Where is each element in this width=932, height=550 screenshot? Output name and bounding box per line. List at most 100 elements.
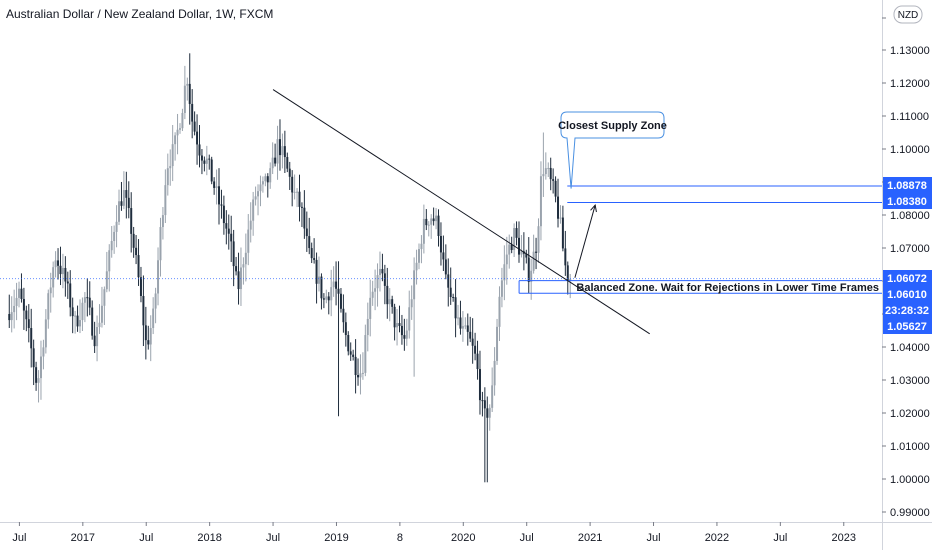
currency-badge[interactable]: NZD — [893, 5, 923, 24]
time-axis[interactable]: Jul 2017 Jul 2018 Jul 2019 8 2020 Jul 2021 Jul 2022… — [12, 522, 856, 544]
y-tick-label: 1.08000 — [890, 210, 930, 222]
candle — [22, 287, 25, 330]
candle-body — [81, 302, 84, 321]
candle-body — [52, 267, 55, 288]
projection-arrow[interactable] — [574, 204, 596, 278]
candle — [325, 289, 328, 304]
candle-body — [98, 322, 101, 328]
candle-body — [549, 167, 552, 180]
candle-body — [137, 255, 140, 278]
candle — [442, 235, 445, 272]
candle — [208, 154, 211, 170]
candle — [305, 211, 308, 252]
candle — [464, 317, 467, 330]
candle-body — [259, 184, 262, 192]
candle — [30, 308, 33, 368]
chart-title: Australian Dollar / New Zealand Dollar, … — [6, 7, 273, 21]
trendline[interactable] — [272, 89, 650, 335]
candle — [383, 264, 386, 305]
candle-body — [213, 181, 216, 188]
price-tag[interactable]: 1.06010 — [883, 286, 932, 302]
candles-layer — [8, 53, 572, 483]
candle-body — [59, 265, 62, 275]
price-axis[interactable]: 1.130001.120001.110001.100001.090001.080… — [882, 17, 930, 519]
projection-arrowhead — [590, 203, 597, 213]
candle-body — [427, 224, 430, 226]
candle-body — [444, 259, 447, 275]
candle — [157, 247, 160, 306]
x-tick-label: Jul — [139, 532, 153, 544]
candle — [127, 181, 130, 219]
candle-body — [166, 168, 169, 186]
candle — [130, 192, 133, 253]
price-tag[interactable]: 23:28:32 — [883, 302, 932, 318]
candle — [135, 235, 138, 265]
candle — [313, 238, 316, 264]
candle-body — [296, 191, 299, 193]
candle — [198, 125, 201, 168]
candle — [49, 272, 52, 313]
candle — [361, 352, 364, 380]
candle-body — [76, 315, 79, 327]
candle — [425, 209, 428, 231]
x-tick-label: Jul — [646, 532, 660, 544]
candle-body — [300, 206, 303, 208]
candle — [554, 176, 557, 203]
candle-body — [544, 168, 547, 175]
candle — [171, 125, 174, 182]
candle-body — [539, 176, 542, 227]
candle-body — [552, 179, 555, 181]
candle-body — [154, 293, 157, 309]
candle-body — [359, 373, 362, 378]
candle-body — [208, 158, 211, 160]
candle — [183, 65, 186, 120]
candle-body — [171, 144, 174, 167]
price-tag[interactable]: 1.08878 — [883, 177, 932, 193]
price-tag[interactable]: 1.08380 — [883, 193, 932, 209]
candle — [364, 324, 367, 377]
candle-body — [249, 220, 252, 230]
candle-body — [327, 296, 330, 301]
candle — [452, 293, 455, 302]
x-tick-label: 2023 — [832, 532, 856, 544]
candle — [403, 318, 406, 351]
candle-body — [230, 233, 233, 242]
candle-body — [49, 287, 52, 294]
candle-body — [525, 253, 528, 258]
candle-body — [369, 297, 372, 319]
candle-body — [398, 323, 401, 326]
candle — [547, 162, 550, 177]
candle-body — [439, 235, 442, 253]
candle — [61, 253, 64, 289]
candle-body — [44, 319, 47, 348]
supply-zone-callout[interactable]: Closest Supply Zone — [558, 111, 667, 189]
x-tick-label: 2018 — [197, 532, 221, 544]
candle — [27, 304, 30, 343]
candle-body — [447, 274, 450, 288]
candle-body — [405, 330, 408, 339]
candle — [439, 222, 442, 266]
candle-body — [18, 288, 21, 298]
candle-body — [164, 185, 167, 216]
price-tag-box — [883, 270, 932, 286]
price-tag[interactable]: 1.06072 — [883, 270, 932, 286]
candle-body — [274, 157, 277, 164]
candle-body — [564, 248, 567, 266]
candle — [320, 273, 323, 310]
candle-body — [449, 287, 452, 298]
x-tick-label: Jul — [520, 532, 534, 544]
price-tag[interactable]: 1.05627 — [883, 318, 932, 334]
candle-body — [281, 146, 284, 156]
candle-body — [303, 207, 306, 229]
candle-body — [157, 260, 160, 294]
candle — [417, 243, 420, 270]
candle-body — [554, 180, 557, 197]
candle — [503, 245, 506, 301]
candle — [510, 236, 513, 254]
candle — [78, 299, 81, 334]
candle — [149, 315, 152, 362]
candle — [376, 263, 379, 307]
candle — [505, 236, 508, 285]
